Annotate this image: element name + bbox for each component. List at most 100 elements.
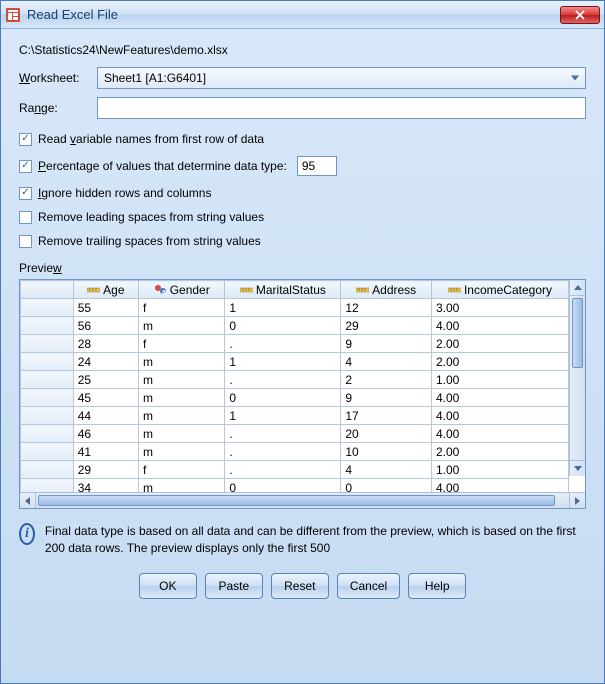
worksheet-combo[interactable]: Sheet1 [A1:G6401] bbox=[97, 67, 586, 89]
col-gender[interactable]: aGender bbox=[139, 281, 225, 299]
help-button[interactable]: Help bbox=[408, 573, 466, 599]
table-cell[interactable]: 46 bbox=[73, 425, 138, 443]
table-cell[interactable]: 45 bbox=[73, 389, 138, 407]
table-cell[interactable]: . bbox=[225, 371, 341, 389]
horizontal-scrollbar[interactable] bbox=[20, 492, 585, 508]
table-cell[interactable]: 9 bbox=[341, 335, 432, 353]
row-header[interactable] bbox=[21, 461, 74, 479]
ok-button[interactable]: OK bbox=[139, 573, 197, 599]
col-address[interactable]: Address bbox=[341, 281, 432, 299]
table-cell[interactable]: 44 bbox=[73, 407, 138, 425]
row-header[interactable] bbox=[21, 425, 74, 443]
table-cell[interactable]: m bbox=[139, 317, 225, 335]
table-cell[interactable]: m bbox=[139, 479, 225, 493]
table-cell[interactable]: m bbox=[139, 389, 225, 407]
table-cell[interactable]: 1 bbox=[225, 353, 341, 371]
table-cell[interactable]: 12 bbox=[341, 299, 432, 317]
scroll-down-icon[interactable] bbox=[570, 460, 585, 476]
table-cell[interactable]: f bbox=[139, 461, 225, 479]
table-row[interactable]: 34m004.00 bbox=[21, 479, 569, 493]
table-cell[interactable]: . bbox=[225, 425, 341, 443]
remlead-checkbox[interactable] bbox=[19, 211, 32, 224]
row-header[interactable] bbox=[21, 371, 74, 389]
cancel-button[interactable]: Cancel bbox=[337, 573, 400, 599]
row-header[interactable] bbox=[21, 335, 74, 353]
table-cell[interactable]: 10 bbox=[341, 443, 432, 461]
table-cell[interactable]: . bbox=[225, 335, 341, 353]
table-cell[interactable]: m bbox=[139, 371, 225, 389]
row-header[interactable] bbox=[21, 317, 74, 335]
table-row[interactable]: 41m.102.00 bbox=[21, 443, 569, 461]
row-header[interactable] bbox=[21, 353, 74, 371]
remtrail-checkbox[interactable] bbox=[19, 235, 32, 248]
row-header[interactable] bbox=[21, 407, 74, 425]
table-cell[interactable]: m bbox=[139, 353, 225, 371]
pct-checkbox[interactable] bbox=[19, 160, 32, 173]
row-header[interactable] bbox=[21, 389, 74, 407]
table-cell[interactable]: 9 bbox=[341, 389, 432, 407]
table-cell[interactable]: 1.00 bbox=[431, 461, 568, 479]
table-row[interactable]: 29f.41.00 bbox=[21, 461, 569, 479]
table-row[interactable]: 55f1123.00 bbox=[21, 299, 569, 317]
table-cell[interactable]: 25 bbox=[73, 371, 138, 389]
table-cell[interactable]: 29 bbox=[73, 461, 138, 479]
table-cell[interactable]: 4.00 bbox=[431, 317, 568, 335]
vscroll-thumb[interactable] bbox=[572, 298, 583, 368]
table-cell[interactable]: 1.00 bbox=[431, 371, 568, 389]
table-cell[interactable]: m bbox=[139, 425, 225, 443]
table-cell[interactable]: . bbox=[225, 443, 341, 461]
table-row[interactable]: 45m094.00 bbox=[21, 389, 569, 407]
table-cell[interactable]: 1 bbox=[225, 407, 341, 425]
table-cell[interactable]: 55 bbox=[73, 299, 138, 317]
row-header[interactable] bbox=[21, 299, 74, 317]
table-cell[interactable]: f bbox=[139, 299, 225, 317]
table-cell[interactable]: 29 bbox=[341, 317, 432, 335]
row-header[interactable] bbox=[21, 479, 74, 493]
table-cell[interactable]: 4.00 bbox=[431, 389, 568, 407]
table-cell[interactable]: 2.00 bbox=[431, 353, 568, 371]
table-cell[interactable]: 0 bbox=[341, 479, 432, 493]
table-cell[interactable]: m bbox=[139, 443, 225, 461]
scroll-up-icon[interactable] bbox=[570, 280, 585, 296]
table-row[interactable]: 28 f.92.00 bbox=[21, 335, 569, 353]
reset-button[interactable]: Reset bbox=[271, 573, 329, 599]
table-cell[interactable]: 4 bbox=[341, 461, 432, 479]
scroll-right-icon[interactable] bbox=[569, 493, 585, 508]
scroll-left-icon[interactable] bbox=[20, 493, 36, 508]
readvar-checkbox[interactable] bbox=[19, 133, 32, 146]
table-row[interactable]: 25 m.21.00 bbox=[21, 371, 569, 389]
hscroll-thumb[interactable] bbox=[38, 495, 555, 506]
table-cell[interactable]: 28 bbox=[73, 335, 138, 353]
col-marital[interactable]: MaritalStatus bbox=[225, 281, 341, 299]
table-cell[interactable]: 17 bbox=[341, 407, 432, 425]
table-cell[interactable]: 0 bbox=[225, 389, 341, 407]
table-cell[interactable]: 3.00 bbox=[431, 299, 568, 317]
table-cell[interactable]: 2.00 bbox=[431, 335, 568, 353]
titlebar[interactable]: Read Excel File bbox=[1, 1, 604, 29]
range-input[interactable] bbox=[97, 97, 586, 119]
vertical-scrollbar[interactable] bbox=[569, 280, 585, 476]
ignore-checkbox[interactable] bbox=[19, 187, 32, 200]
table-row[interactable]: 24m142.00 bbox=[21, 353, 569, 371]
table-cell[interactable]: 0 bbox=[225, 317, 341, 335]
table-cell[interactable]: 1 bbox=[225, 299, 341, 317]
table-cell[interactable]: 0 bbox=[225, 479, 341, 493]
table-row[interactable]: 56m0294.00 bbox=[21, 317, 569, 335]
table-cell[interactable]: 34 bbox=[73, 479, 138, 493]
table-cell[interactable]: m bbox=[139, 407, 225, 425]
col-age[interactable]: Age bbox=[73, 281, 138, 299]
table-cell[interactable]: 4.00 bbox=[431, 425, 568, 443]
row-header[interactable] bbox=[21, 443, 74, 461]
table-cell[interactable]: 4 bbox=[341, 353, 432, 371]
close-button[interactable] bbox=[560, 6, 600, 24]
pct-input[interactable] bbox=[297, 156, 337, 176]
table-cell[interactable]: 2 bbox=[341, 371, 432, 389]
table-cell[interactable]: 4.00 bbox=[431, 479, 568, 493]
table-cell[interactable]: f bbox=[139, 335, 225, 353]
table-cell[interactable]: 20 bbox=[341, 425, 432, 443]
table-cell[interactable]: . bbox=[225, 461, 341, 479]
table-cell[interactable]: 2.00 bbox=[431, 443, 568, 461]
col-income[interactable]: IncomeCategory bbox=[431, 281, 568, 299]
table-row[interactable]: 44m1174.00 bbox=[21, 407, 569, 425]
paste-button[interactable]: Paste bbox=[205, 573, 263, 599]
